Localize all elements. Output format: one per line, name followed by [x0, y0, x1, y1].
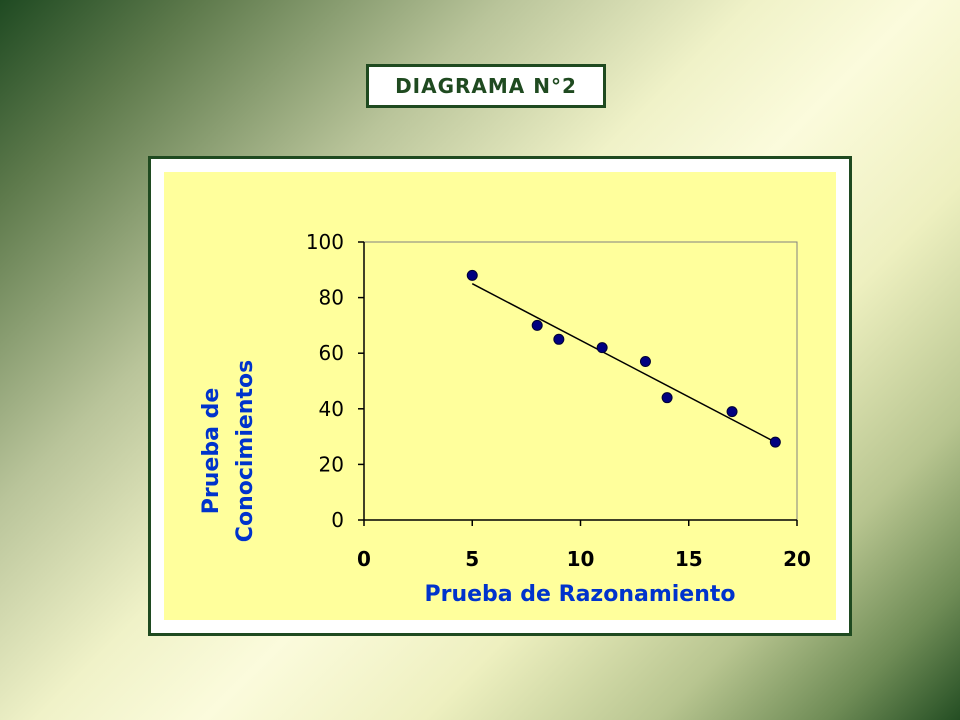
x-tick-label: 20: [783, 547, 811, 571]
data-point-8: [769, 436, 781, 448]
data-point-5: [639, 356, 651, 368]
x-axis-label: Prueba de Razonamiento: [424, 582, 735, 607]
data-point-7: [726, 406, 738, 418]
y-axis-label-line-1: Prueba de: [199, 388, 224, 514]
plot-layer: [363, 241, 798, 521]
data-point-4: [596, 342, 608, 354]
x-tick-labels: 0 5 10 15 20: [357, 520, 811, 571]
y-tick-labels: 0 20 40 60 80 100: [306, 230, 364, 532]
y-axis-label-line-2: Conocimientos: [233, 360, 258, 542]
x-tick-label: 10: [567, 547, 595, 571]
data-point-3: [553, 333, 565, 345]
x-tick-label: 0: [357, 547, 371, 571]
y-tick-label: 20: [319, 452, 344, 476]
y-tick-label: 60: [319, 341, 344, 365]
diagram-title-box: DIAGRAMA N°2: [366, 64, 606, 108]
x-tick-label: 15: [675, 547, 703, 571]
y-tick-label: 0: [331, 508, 344, 532]
data-point-6: [661, 392, 673, 404]
trendline: [471, 283, 776, 443]
plot-area: [363, 241, 798, 521]
y-tick-label: 100: [306, 230, 344, 254]
x-tick-label: 5: [465, 547, 479, 571]
data-point-2: [531, 319, 543, 331]
diagram-title: DIAGRAMA N°2: [395, 74, 577, 98]
data-point-1: [466, 269, 478, 281]
y-tick-label: 40: [319, 397, 344, 421]
y-tick-label: 80: [319, 286, 344, 310]
